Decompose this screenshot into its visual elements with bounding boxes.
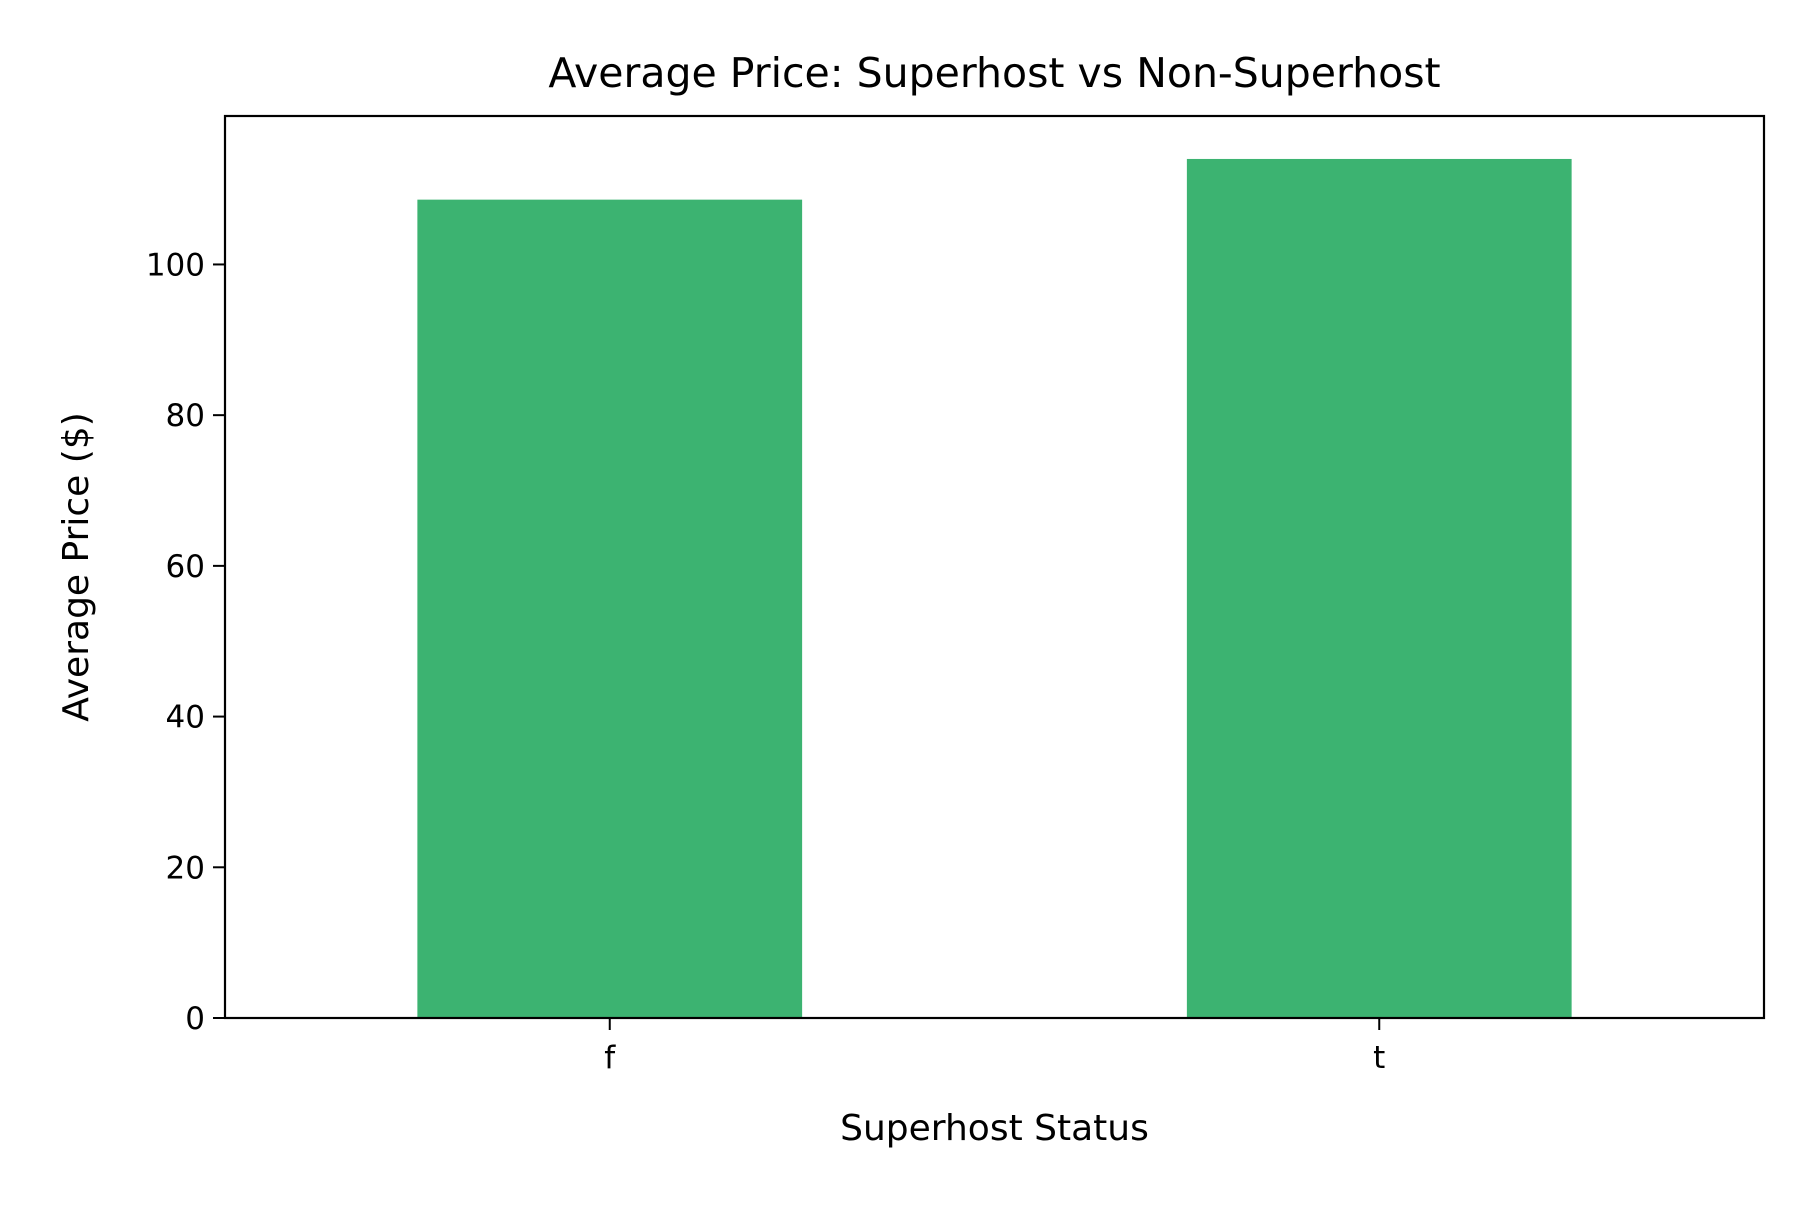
plot-frame (223, 114, 1766, 1020)
y-tick-label: 20 (166, 850, 205, 886)
bars (417, 158, 1572, 1018)
y-axis-ticks: 0 20 40 60 80 100 (146, 247, 225, 1037)
bar-t (1186, 158, 1572, 1018)
y-tick-label: 100 (146, 247, 205, 283)
chart-title: Average Price: Superhost vs Non-Superhos… (548, 49, 1440, 97)
y-tick-label: 60 (166, 549, 205, 585)
y-tick-label: 40 (166, 700, 205, 736)
y-tick-label: 0 (185, 1001, 205, 1037)
x-tick-label: f (604, 1040, 616, 1076)
x-axis-label: Superhost Status (840, 1108, 1149, 1149)
y-axis-label: Average Price ($) (56, 412, 97, 722)
y-tick-label: 80 (166, 398, 205, 434)
bar-f (417, 199, 803, 1018)
x-tick-label: t (1373, 1040, 1385, 1076)
